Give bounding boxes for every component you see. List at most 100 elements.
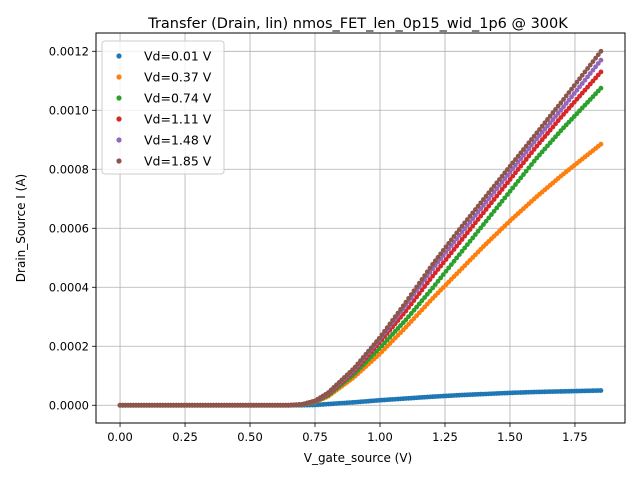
data-point [432, 258, 438, 264]
data-point [440, 272, 446, 277]
y-axis-ticks: 0.0000 0.0002 0.0004 0.0006 0.0008 0.0010 0.00… [49, 44, 96, 412]
data-point [472, 207, 478, 212]
data-point [464, 242, 470, 247]
data-point [379, 332, 385, 338]
data-point [545, 117, 550, 122]
data-point [534, 143, 540, 149]
data-point [531, 147, 537, 152]
data-point [505, 192, 510, 197]
data-point [489, 212, 494, 217]
data-point [593, 55, 599, 61]
data-point [598, 69, 604, 75]
data-point [558, 100, 564, 106]
data-point [547, 127, 553, 133]
data-point [537, 127, 542, 132]
data-point [502, 195, 508, 201]
data-point [451, 234, 457, 239]
data-point [529, 162, 534, 167]
x-axis-ticks: 0.00 0.25 0.50 0.75 1.00 1.25 1.50 1.75 [107, 423, 588, 444]
data-point [481, 222, 486, 227]
data-point [464, 230, 470, 236]
data-point [553, 121, 558, 127]
legend-label: Vd=0.01 V [144, 49, 212, 64]
data-point [355, 361, 361, 367]
data-point [414, 304, 420, 310]
data-point [419, 276, 425, 282]
data-point [475, 228, 481, 234]
data-point [403, 317, 409, 323]
data-point [491, 208, 497, 214]
data-point [587, 71, 593, 76]
legend-label: Vd=1.48 V [144, 133, 212, 148]
data-point [542, 120, 548, 126]
data-point [456, 227, 462, 232]
data-point [387, 321, 393, 327]
series-6 [117, 48, 604, 408]
data-point [459, 223, 465, 229]
plot-area [117, 48, 604, 408]
data-point [398, 307, 403, 312]
data-point [515, 153, 521, 159]
data-point [390, 317, 395, 323]
data-point [571, 83, 577, 89]
y-tick-label: 0.0008 [49, 162, 89, 176]
data-point [550, 124, 556, 130]
axes-frame [95, 32, 626, 424]
data-point [585, 74, 590, 80]
data-point [563, 93, 569, 99]
data-point [526, 153, 532, 159]
data-point [406, 314, 411, 320]
data-point [451, 247, 457, 252]
data-point [590, 59, 596, 64]
x-tick-label: 1.75 [562, 430, 588, 444]
data-point [448, 262, 454, 267]
x-tick-label: 1.25 [432, 430, 458, 444]
data-point [539, 123, 545, 129]
data-point [518, 175, 524, 181]
data-point [411, 288, 417, 294]
data-point [481, 210, 486, 216]
data-point [497, 190, 502, 196]
x-tick-label: 1.00 [367, 430, 393, 444]
data-point [531, 133, 537, 139]
data-point [443, 268, 449, 274]
data-point [494, 205, 500, 211]
data-point [456, 252, 462, 257]
data-point [539, 137, 545, 143]
data-point [422, 284, 428, 289]
legend-marker [116, 116, 122, 122]
data-point [590, 67, 596, 73]
data-point [531, 158, 537, 164]
data-point [486, 190, 492, 196]
data-point [432, 270, 438, 276]
data-point [435, 267, 441, 272]
data-point [478, 213, 484, 219]
data-point [448, 250, 454, 256]
y-tick-label: 0.0006 [49, 221, 89, 235]
data-point [430, 285, 436, 291]
data-point [598, 388, 604, 393]
data-point [408, 292, 414, 297]
data-point [430, 261, 436, 267]
data-point [545, 130, 550, 136]
data-point [555, 118, 561, 124]
data-point [502, 183, 508, 189]
data-point [563, 101, 569, 106]
data-point [446, 265, 452, 271]
data-point [406, 295, 411, 301]
data-point [513, 170, 518, 176]
data-point [483, 193, 489, 199]
data-point [507, 163, 513, 169]
data-point [483, 218, 489, 224]
data-point [478, 200, 484, 206]
data-point [403, 299, 409, 305]
data-point [566, 97, 572, 103]
data-point [419, 287, 425, 293]
data-point [547, 113, 553, 119]
data-point [472, 232, 478, 237]
data-point [456, 240, 462, 246]
legend-box [101, 40, 225, 175]
data-point [438, 263, 444, 269]
data-point [558, 107, 564, 113]
